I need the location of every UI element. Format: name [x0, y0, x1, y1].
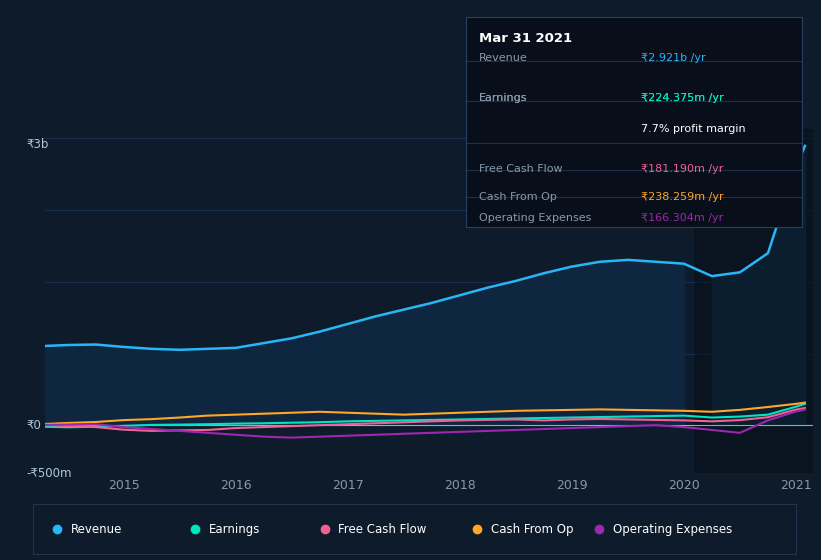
Text: Operating Expenses: Operating Expenses	[479, 213, 591, 223]
Text: Earnings: Earnings	[479, 93, 527, 103]
Text: ₹238.259m /yr: ₹238.259m /yr	[640, 192, 723, 202]
Text: Free Cash Flow: Free Cash Flow	[479, 164, 562, 174]
Text: ₹2.921b /yr: ₹2.921b /yr	[640, 53, 705, 63]
Text: ₹181.190m /yr: ₹181.190m /yr	[640, 164, 723, 174]
Text: ₹3b: ₹3b	[26, 138, 48, 151]
Text: Cash From Op: Cash From Op	[491, 522, 573, 536]
Text: Revenue: Revenue	[479, 53, 528, 63]
Text: Operating Expenses: Operating Expenses	[613, 522, 732, 536]
Text: 7.7% profit margin: 7.7% profit margin	[640, 124, 745, 134]
Text: Cash From Op: Cash From Op	[479, 192, 557, 202]
Text: ₹0: ₹0	[26, 419, 41, 432]
Bar	[695, 129, 813, 473]
Text: Revenue: Revenue	[71, 522, 122, 536]
Text: Earnings: Earnings	[479, 93, 527, 103]
Text: ₹224.375m /yr: ₹224.375m /yr	[640, 93, 723, 103]
Text: Mar 31 2021: Mar 31 2021	[479, 31, 572, 44]
Text: ₹166.304m /yr: ₹166.304m /yr	[640, 213, 722, 223]
Text: Free Cash Flow: Free Cash Flow	[338, 522, 427, 536]
Text: ₹224.375m /yr: ₹224.375m /yr	[640, 93, 723, 103]
Text: -₹500m: -₹500m	[26, 466, 71, 480]
Text: Earnings: Earnings	[209, 522, 259, 536]
